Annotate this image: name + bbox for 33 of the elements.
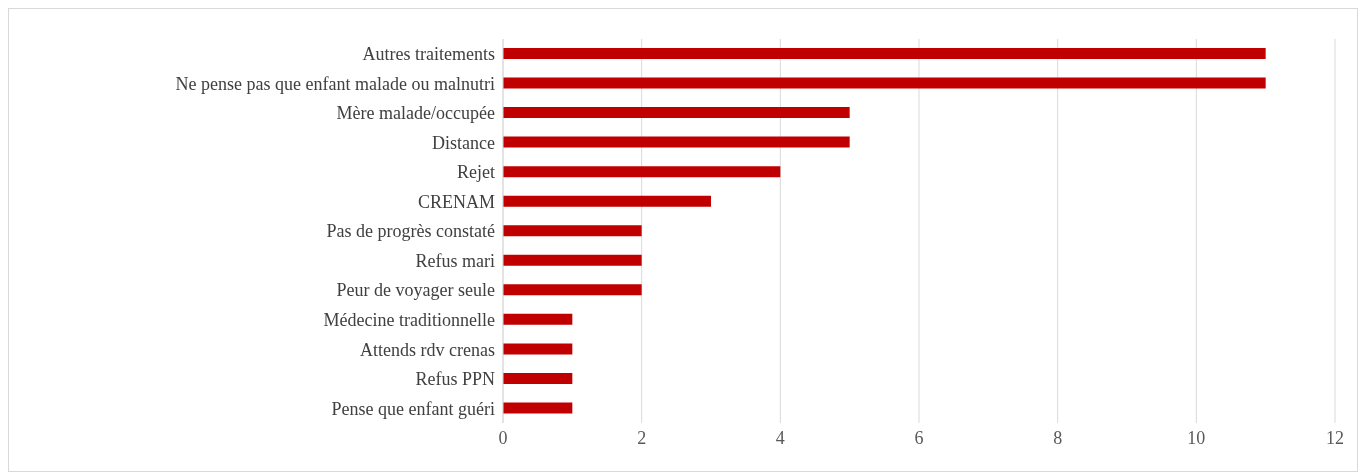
bar (503, 195, 711, 207)
x-tick-label: 4 (775, 427, 785, 448)
y-tick-label: Ne pense pas que enfant malade ou malnutri (175, 73, 495, 94)
x-tick-label: 12 (1326, 427, 1344, 448)
y-tick-label: Refus PPN (415, 369, 495, 390)
x-tick-label: 6 (914, 427, 924, 448)
x-tick-label: 8 (1053, 427, 1063, 448)
y-tick-label: Mère malade/occupée (336, 103, 496, 124)
bar (503, 136, 850, 148)
y-tick-label: Rejet (457, 162, 495, 183)
bar (503, 166, 781, 178)
bar (503, 284, 642, 296)
y-tick-label: Attends rdv crenas (360, 339, 495, 360)
bar (503, 48, 1266, 59)
bar (503, 107, 850, 119)
bar (503, 77, 1266, 89)
x-tick-label: 10 (1187, 427, 1206, 448)
y-tick-label: Pense que enfant guéri (331, 398, 495, 419)
y-tick-label: Médecine traditionnelle (323, 310, 495, 331)
y-tick-label: Peur de voyager seule (336, 280, 495, 301)
y-tick-label: CRENAM (417, 191, 495, 212)
y-tick-label: Refus mari (415, 250, 495, 271)
bar (503, 402, 573, 414)
bar (503, 254, 642, 266)
y-tick-label: Distance (432, 132, 495, 153)
bar (503, 313, 573, 325)
y-tick-label: Pas de progrès constaté (326, 221, 496, 242)
x-tick-label: 0 (498, 427, 508, 448)
x-tick-label: 2 (637, 427, 647, 448)
bar (503, 372, 573, 384)
bar (503, 343, 573, 355)
y-tick-label: Autres traitements (362, 44, 495, 65)
bar (503, 225, 642, 237)
